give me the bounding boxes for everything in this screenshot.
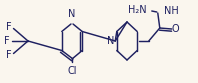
Text: N: N [68, 8, 76, 19]
Text: O: O [171, 24, 179, 34]
Text: H₂N: H₂N [128, 5, 147, 15]
Text: N: N [107, 36, 114, 46]
Text: NH: NH [164, 6, 179, 16]
Text: F: F [6, 22, 12, 32]
Text: Cl: Cl [67, 66, 77, 76]
Text: F: F [4, 36, 10, 46]
Text: F: F [6, 50, 12, 60]
